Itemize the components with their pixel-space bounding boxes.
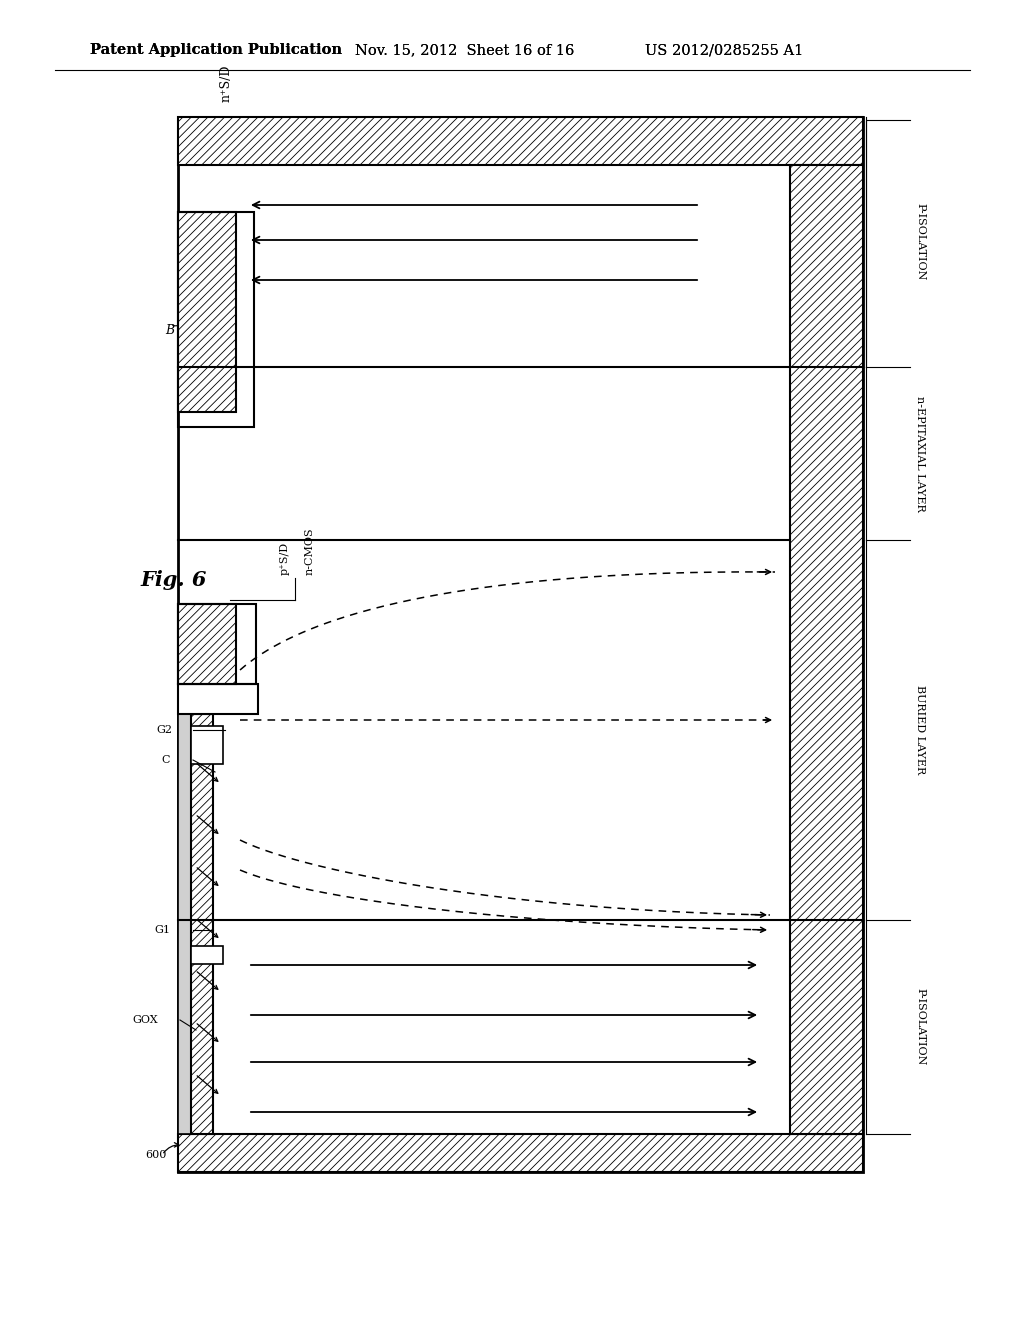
Text: G1: G1 — [154, 925, 170, 935]
Text: US 2012/0285255 A1: US 2012/0285255 A1 — [645, 44, 803, 57]
Text: p⁺S/D: p⁺S/D — [280, 543, 290, 576]
Bar — [191, 946, 223, 964]
Text: B: B — [165, 323, 174, 337]
Bar — [178, 213, 236, 412]
Bar — [178, 1134, 863, 1172]
Text: US 2012/0285255 A1: US 2012/0285255 A1 — [645, 44, 803, 57]
Text: P-ISOLATION: P-ISOLATION — [915, 989, 925, 1065]
Text: G2: G2 — [156, 725, 172, 735]
Bar — [178, 605, 236, 684]
Text: Nov. 15, 2012  Sheet 16 of 16: Nov. 15, 2012 Sheet 16 of 16 — [355, 44, 574, 57]
Text: Fig. 6: Fig. 6 — [140, 570, 207, 590]
Text: Patent Application Publication: Patent Application Publication — [90, 44, 342, 57]
Text: BURIED LAYER: BURIED LAYER — [915, 685, 925, 775]
Bar — [178, 605, 256, 684]
Text: GOX: GOX — [132, 1015, 158, 1026]
Text: n⁺S/D: n⁺S/D — [219, 65, 232, 102]
Bar — [191, 714, 213, 1134]
Text: P-ISOLATION: P-ISOLATION — [915, 203, 925, 281]
Bar — [178, 213, 254, 426]
Bar — [178, 117, 863, 165]
Bar — [191, 726, 223, 764]
Text: Patent Application Publication: Patent Application Publication — [90, 44, 342, 57]
Text: n-CMOS: n-CMOS — [305, 528, 315, 576]
Bar — [178, 117, 863, 1172]
Text: 600: 600 — [145, 1150, 166, 1160]
Bar — [790, 165, 863, 1134]
Text: Nov. 15, 2012  Sheet 16 of 16: Nov. 15, 2012 Sheet 16 of 16 — [355, 44, 574, 57]
Bar — [178, 714, 191, 1134]
Text: n-EPITAXIAL LAYER: n-EPITAXIAL LAYER — [915, 396, 925, 511]
Bar — [178, 684, 258, 714]
Text: C: C — [162, 755, 170, 766]
